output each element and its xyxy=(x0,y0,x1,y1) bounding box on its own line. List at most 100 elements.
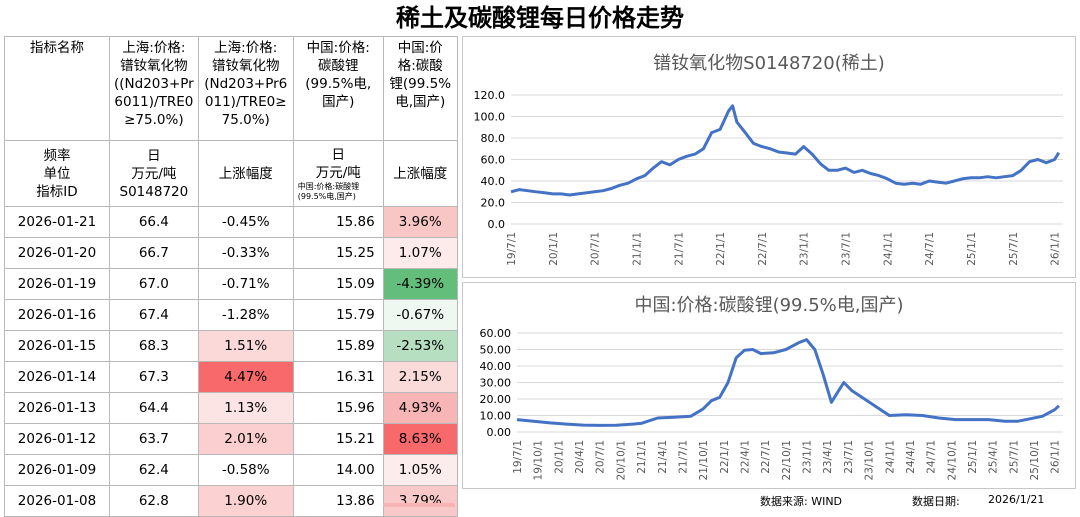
nd-change-cell: -1.28% xyxy=(197,299,294,331)
row-date: 2026-01-13 xyxy=(4,392,110,424)
row-date: 2026-01-15 xyxy=(4,330,110,362)
li-price-cell: 15.79 xyxy=(292,299,384,331)
y-tick-label: 20.00 xyxy=(480,393,512,406)
subheader-li-meta: 日万元/吨 中国:价格:碳酸锂(99.5%电,国产) xyxy=(292,140,384,207)
x-tick-label: 22/10/1 xyxy=(781,440,793,480)
x-tick-label: 26/1/1 xyxy=(1050,440,1062,474)
row-date: 2026-01-20 xyxy=(4,237,110,269)
li-change-cell: 1.07% xyxy=(382,237,458,269)
x-tick-label: 22/7/1 xyxy=(760,440,772,474)
x-tick-label: 22/7/1 xyxy=(757,232,769,266)
subheader-li-change: 上涨幅度 xyxy=(382,140,458,207)
nd-price-cell: 62.8 xyxy=(109,485,199,517)
table-row: 2026-01-13 64.4 1.13% 15.96 4.93% xyxy=(4,392,458,424)
chart-panel-ndpr: 镨钕氧化物S0148720(稀土) 0.0 20.0 40.0 60.0 80.0 100… xyxy=(462,36,1076,278)
data-date-label: 数据日期: xyxy=(912,495,960,508)
x-tick-label: 26/1/1 xyxy=(1050,232,1062,266)
x-tick-label: 23/1/1 xyxy=(799,232,811,266)
nd-change-cell: -0.58% xyxy=(197,454,294,486)
y-tick-label: 60.0 xyxy=(481,154,506,167)
nd-price-cell: 67.4 xyxy=(109,299,199,331)
x-tick-label: 22/4/1 xyxy=(740,440,752,474)
x-tick-label: 21/4/1 xyxy=(657,440,669,474)
nd-change-cell: 1.13% xyxy=(197,392,294,424)
nd-price-cell: 67.0 xyxy=(109,268,199,300)
nd-change-cell: -0.45% xyxy=(197,206,294,238)
x-tick-label: 21/7/1 xyxy=(677,440,689,474)
table-row: 2026-01-14 67.3 4.47% 16.31 2.15% xyxy=(4,361,458,393)
li-change-cell: -0.67% xyxy=(382,299,458,331)
table-row: 2026-01-08 62.8 1.90% 13.86 3.79% xyxy=(4,485,458,517)
y-tick-label: 20.0 xyxy=(481,197,506,210)
nd-change-cell: 2.01% xyxy=(197,423,294,455)
row-date: 2026-01-16 xyxy=(4,299,110,331)
x-tick-label: 21/1/1 xyxy=(636,440,648,474)
y-tick-label: 0.0 xyxy=(488,218,506,231)
x-tick-label: 25/7/1 xyxy=(1008,232,1020,266)
li-price-cell: 16.31 xyxy=(292,361,384,393)
table-row: 2026-01-09 62.4 -0.58% 14.00 1.05% xyxy=(4,454,458,486)
lithium-line-chart: 0.00 10.00 20.00 30.00 40.00 50.00 60.00 19/7/1… xyxy=(480,327,1063,480)
li-change-cell: -2.53% xyxy=(382,330,458,362)
x-tick-label: 21/7/1 xyxy=(673,232,685,266)
x-tick-label: 25/1/1 xyxy=(966,232,978,266)
nd-price-cell: 68.3 xyxy=(109,330,199,362)
row-date: 2026-01-08 xyxy=(4,485,110,517)
li-price-cell: 14.00 xyxy=(292,454,384,486)
x-tick-label: 20/10/1 xyxy=(615,440,627,480)
table-row: 2026-01-12 63.7 2.01% 15.21 8.63% xyxy=(4,423,458,455)
table-row: 2026-01-16 67.4 -1.28% 15.79 -0.67% xyxy=(4,299,458,331)
chart-title: 镨钕氧化物S0148720(稀土) xyxy=(653,53,885,74)
row-date: 2026-01-19 xyxy=(4,268,110,300)
header-nd-price: 上海:价格: 镨钕氧化物 ((Nd203+Pr 6011)/TRE0 ≥75.0%) xyxy=(109,36,199,141)
y-tick-label: 30.00 xyxy=(480,377,512,390)
nd-change-cell: -0.71% xyxy=(197,268,294,300)
x-tick-label: 25/7/1 xyxy=(1008,440,1020,474)
x-tick-label: 20/4/1 xyxy=(574,440,586,474)
row-date: 2026-01-12 xyxy=(4,423,110,455)
x-tick-label: 25/1/1 xyxy=(967,440,979,474)
x-tick-label: 20/1/1 xyxy=(553,440,565,474)
x-tick-label: 23/7/1 xyxy=(841,232,853,266)
li-change-cell: 3.79% xyxy=(382,485,458,517)
nd-change-cell: 1.90% xyxy=(197,485,294,517)
y-tick-label: 0.00 xyxy=(487,426,512,439)
x-tick-label: 24/4/1 xyxy=(905,440,917,474)
x-tick-label: 23/7/1 xyxy=(843,440,855,474)
y-tick-label: 60.00 xyxy=(480,327,512,340)
x-tick-label: 25/4/1 xyxy=(988,440,1000,474)
page-title: 稀土及碳酸锂每日价格走势 xyxy=(396,4,684,32)
y-tick-label: 50.00 xyxy=(480,344,512,357)
x-tick-label: 24/7/1 xyxy=(924,232,936,266)
subheader-nd-change: 上涨幅度 xyxy=(197,140,294,207)
x-tick-label: 24/7/1 xyxy=(926,440,938,474)
y-tick-label: 120.0 xyxy=(474,89,506,102)
li-price-cell: 15.25 xyxy=(292,237,384,269)
nd-change-cell: 4.47% xyxy=(197,361,294,393)
decorative-mark xyxy=(383,503,455,507)
li-change-cell: 4.93% xyxy=(382,392,458,424)
x-tick-label: 22/1/1 xyxy=(719,440,731,474)
y-tick-label: 100.0 xyxy=(474,111,506,124)
nd-price-cell: 67.3 xyxy=(109,361,199,393)
y-tick-label: 40.00 xyxy=(480,360,512,373)
row-date: 2026-01-14 xyxy=(4,361,110,393)
li-change-cell: -4.39% xyxy=(382,268,458,300)
data-date-value: 2026/1/21 xyxy=(988,493,1045,506)
x-tick-label: 23/4/1 xyxy=(822,440,834,474)
header-nd-change: 上海:价格: 镨钕氧化物 (Nd203+Pr6 011)/TRE0≥ 75.0%) xyxy=(197,36,294,141)
x-tick-label: 20/7/1 xyxy=(590,232,602,266)
x-tick-label: 23/1/1 xyxy=(802,440,814,474)
li-change-cell: 1.05% xyxy=(382,454,458,486)
table-row: 2026-01-21 66.4 -0.45% 15.86 3.96% xyxy=(4,206,458,238)
nd-price-cell: 63.7 xyxy=(109,423,199,455)
series-line xyxy=(516,338,1060,427)
y-tick-label: 10.00 xyxy=(480,410,512,423)
x-tick-label: 20/7/1 xyxy=(595,440,607,474)
table-row: 2026-01-15 68.3 1.51% 15.89 -2.53% xyxy=(4,330,458,362)
ndpr-line-chart: 0.0 20.0 40.0 60.0 80.0 100.0 120.0 19/7/1 20/1/… xyxy=(474,89,1063,266)
li-price-cell: 13.86 xyxy=(292,485,384,517)
nd-price-cell: 66.7 xyxy=(109,237,199,269)
x-tick-label: 19/7/1 xyxy=(506,232,518,266)
x-tick-label: 20/1/1 xyxy=(548,232,560,266)
